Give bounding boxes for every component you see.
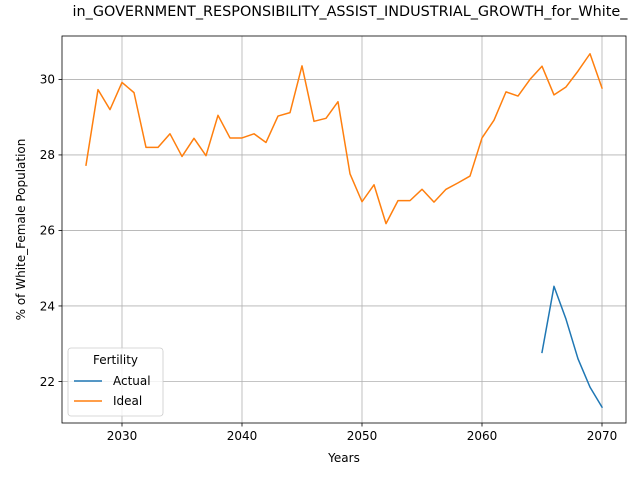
axis-ticks: 2030 2040 2050 2060 2070 22 24 26 28 30 [40,73,618,443]
legend: Fertility Actual Ideal [67,347,164,417]
legend-label-ideal: Ideal [113,394,142,408]
grid [62,36,626,423]
y-tick-label-30: 30 [40,73,55,87]
series-line-ideal [85,53,603,225]
y-tick-label-28: 28 [40,148,55,162]
x-tick-label-2030: 2030 [107,429,138,443]
x-axis-label: Years [327,451,360,465]
x-tick-label-2040: 2040 [227,429,258,443]
y-tick-label-22: 22 [40,375,55,389]
legend-box [67,347,164,417]
series-line-actual [541,285,604,409]
plot-frame [61,35,627,424]
y-tick-label-26: 26 [40,224,55,238]
x-tick-label-2070: 2070 [587,429,618,443]
legend-label-actual: Actual [113,374,151,388]
legend-title: Fertility [93,353,138,367]
x-tick-label-2060: 2060 [467,429,498,443]
y-axis-label: % of White_Female Population [14,139,28,321]
y-tick-label-24: 24 [40,299,55,313]
series-layer [85,53,604,409]
x-tick-label-2050: 2050 [347,429,378,443]
chart-title: in_GOVERNMENT_RESPONSIBILITY_ASSIST_INDU… [73,4,629,20]
